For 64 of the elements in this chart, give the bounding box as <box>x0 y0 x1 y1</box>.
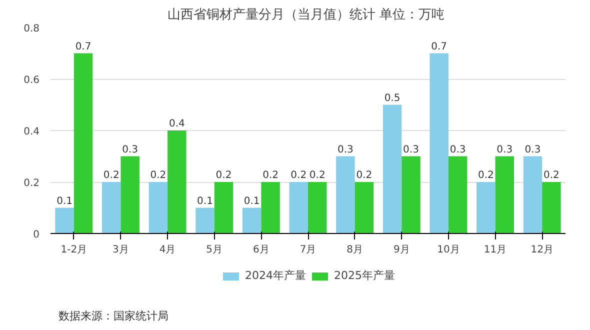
data-label: 0.3 <box>122 144 138 156</box>
bar <box>196 208 214 234</box>
x-tick-label: 9月 <box>393 244 410 256</box>
data-label: 0.2 <box>216 170 232 181</box>
data-label: 0.3 <box>524 144 541 156</box>
y-tick-label: 0.2 <box>24 178 40 189</box>
data-label: 0.3 <box>450 144 466 156</box>
bar <box>242 208 262 234</box>
data-label: 0.2 <box>262 170 278 181</box>
bar <box>102 182 121 234</box>
bar <box>495 156 514 234</box>
x-tick-label: 5月 <box>206 244 223 256</box>
x-tick-label: 7月 <box>300 244 316 256</box>
x-tick-label: 6月 <box>253 244 270 256</box>
x-tick-label: 12月 <box>530 244 554 256</box>
data-label: 0.2 <box>290 170 307 181</box>
x-tick-label: 10月 <box>437 244 460 256</box>
legend-label: 2025年产量 <box>334 268 395 283</box>
x-tick-label: 3月 <box>112 244 129 256</box>
bar <box>336 156 355 234</box>
data-label: 0.1 <box>244 196 260 207</box>
bar <box>289 182 308 234</box>
data-label: 0.1 <box>56 196 72 207</box>
x-tick-label: 1-2月 <box>60 244 88 256</box>
bar <box>354 182 374 234</box>
data-label: 0.2 <box>544 170 560 181</box>
y-tick-label: 0.8 <box>24 24 40 34</box>
x-tick-label: 8月 <box>346 244 364 256</box>
data-label: 0.2 <box>356 170 372 181</box>
bar <box>74 53 93 234</box>
y-tick-label: 0 <box>33 230 40 240</box>
data-label: 0.2 <box>309 170 326 181</box>
chart-title: 山西省铜材产量分月（当月值）统计 单位：万吨 <box>167 8 445 22</box>
bar <box>261 182 280 234</box>
data-label: 0.1 <box>197 196 213 207</box>
bar <box>523 156 542 234</box>
data-label: 0.5 <box>384 92 400 104</box>
bar <box>148 182 168 234</box>
bar <box>382 104 402 234</box>
data-label: 0.7 <box>431 41 448 52</box>
bar <box>430 53 448 234</box>
data-label: 0.2 <box>150 170 166 181</box>
bar <box>168 130 186 234</box>
bar <box>448 156 468 234</box>
data-label: 0.3 <box>338 144 354 156</box>
y-tick-label: 0.4 <box>24 126 40 138</box>
bar <box>542 182 561 234</box>
bar <box>308 182 327 234</box>
data-label: 0.2 <box>478 170 494 181</box>
bar <box>476 182 496 234</box>
data-label: 0.7 <box>75 41 92 52</box>
x-tick-label: 4月 <box>159 244 176 256</box>
bar <box>402 156 420 234</box>
source-note: 数据来源：国家统计局 <box>58 310 168 322</box>
y-tick-label: 0.6 <box>24 75 40 86</box>
data-label: 0.3 <box>496 144 513 156</box>
x-tick-label: 11月 <box>484 244 507 256</box>
data-label: 0.3 <box>403 144 419 156</box>
bar <box>120 156 140 234</box>
legend-label: 2024年产量 <box>245 268 306 283</box>
bar <box>214 182 234 234</box>
data-label: 0.2 <box>103 170 120 181</box>
bar <box>55 208 74 234</box>
data-label: 0.4 <box>168 118 185 130</box>
